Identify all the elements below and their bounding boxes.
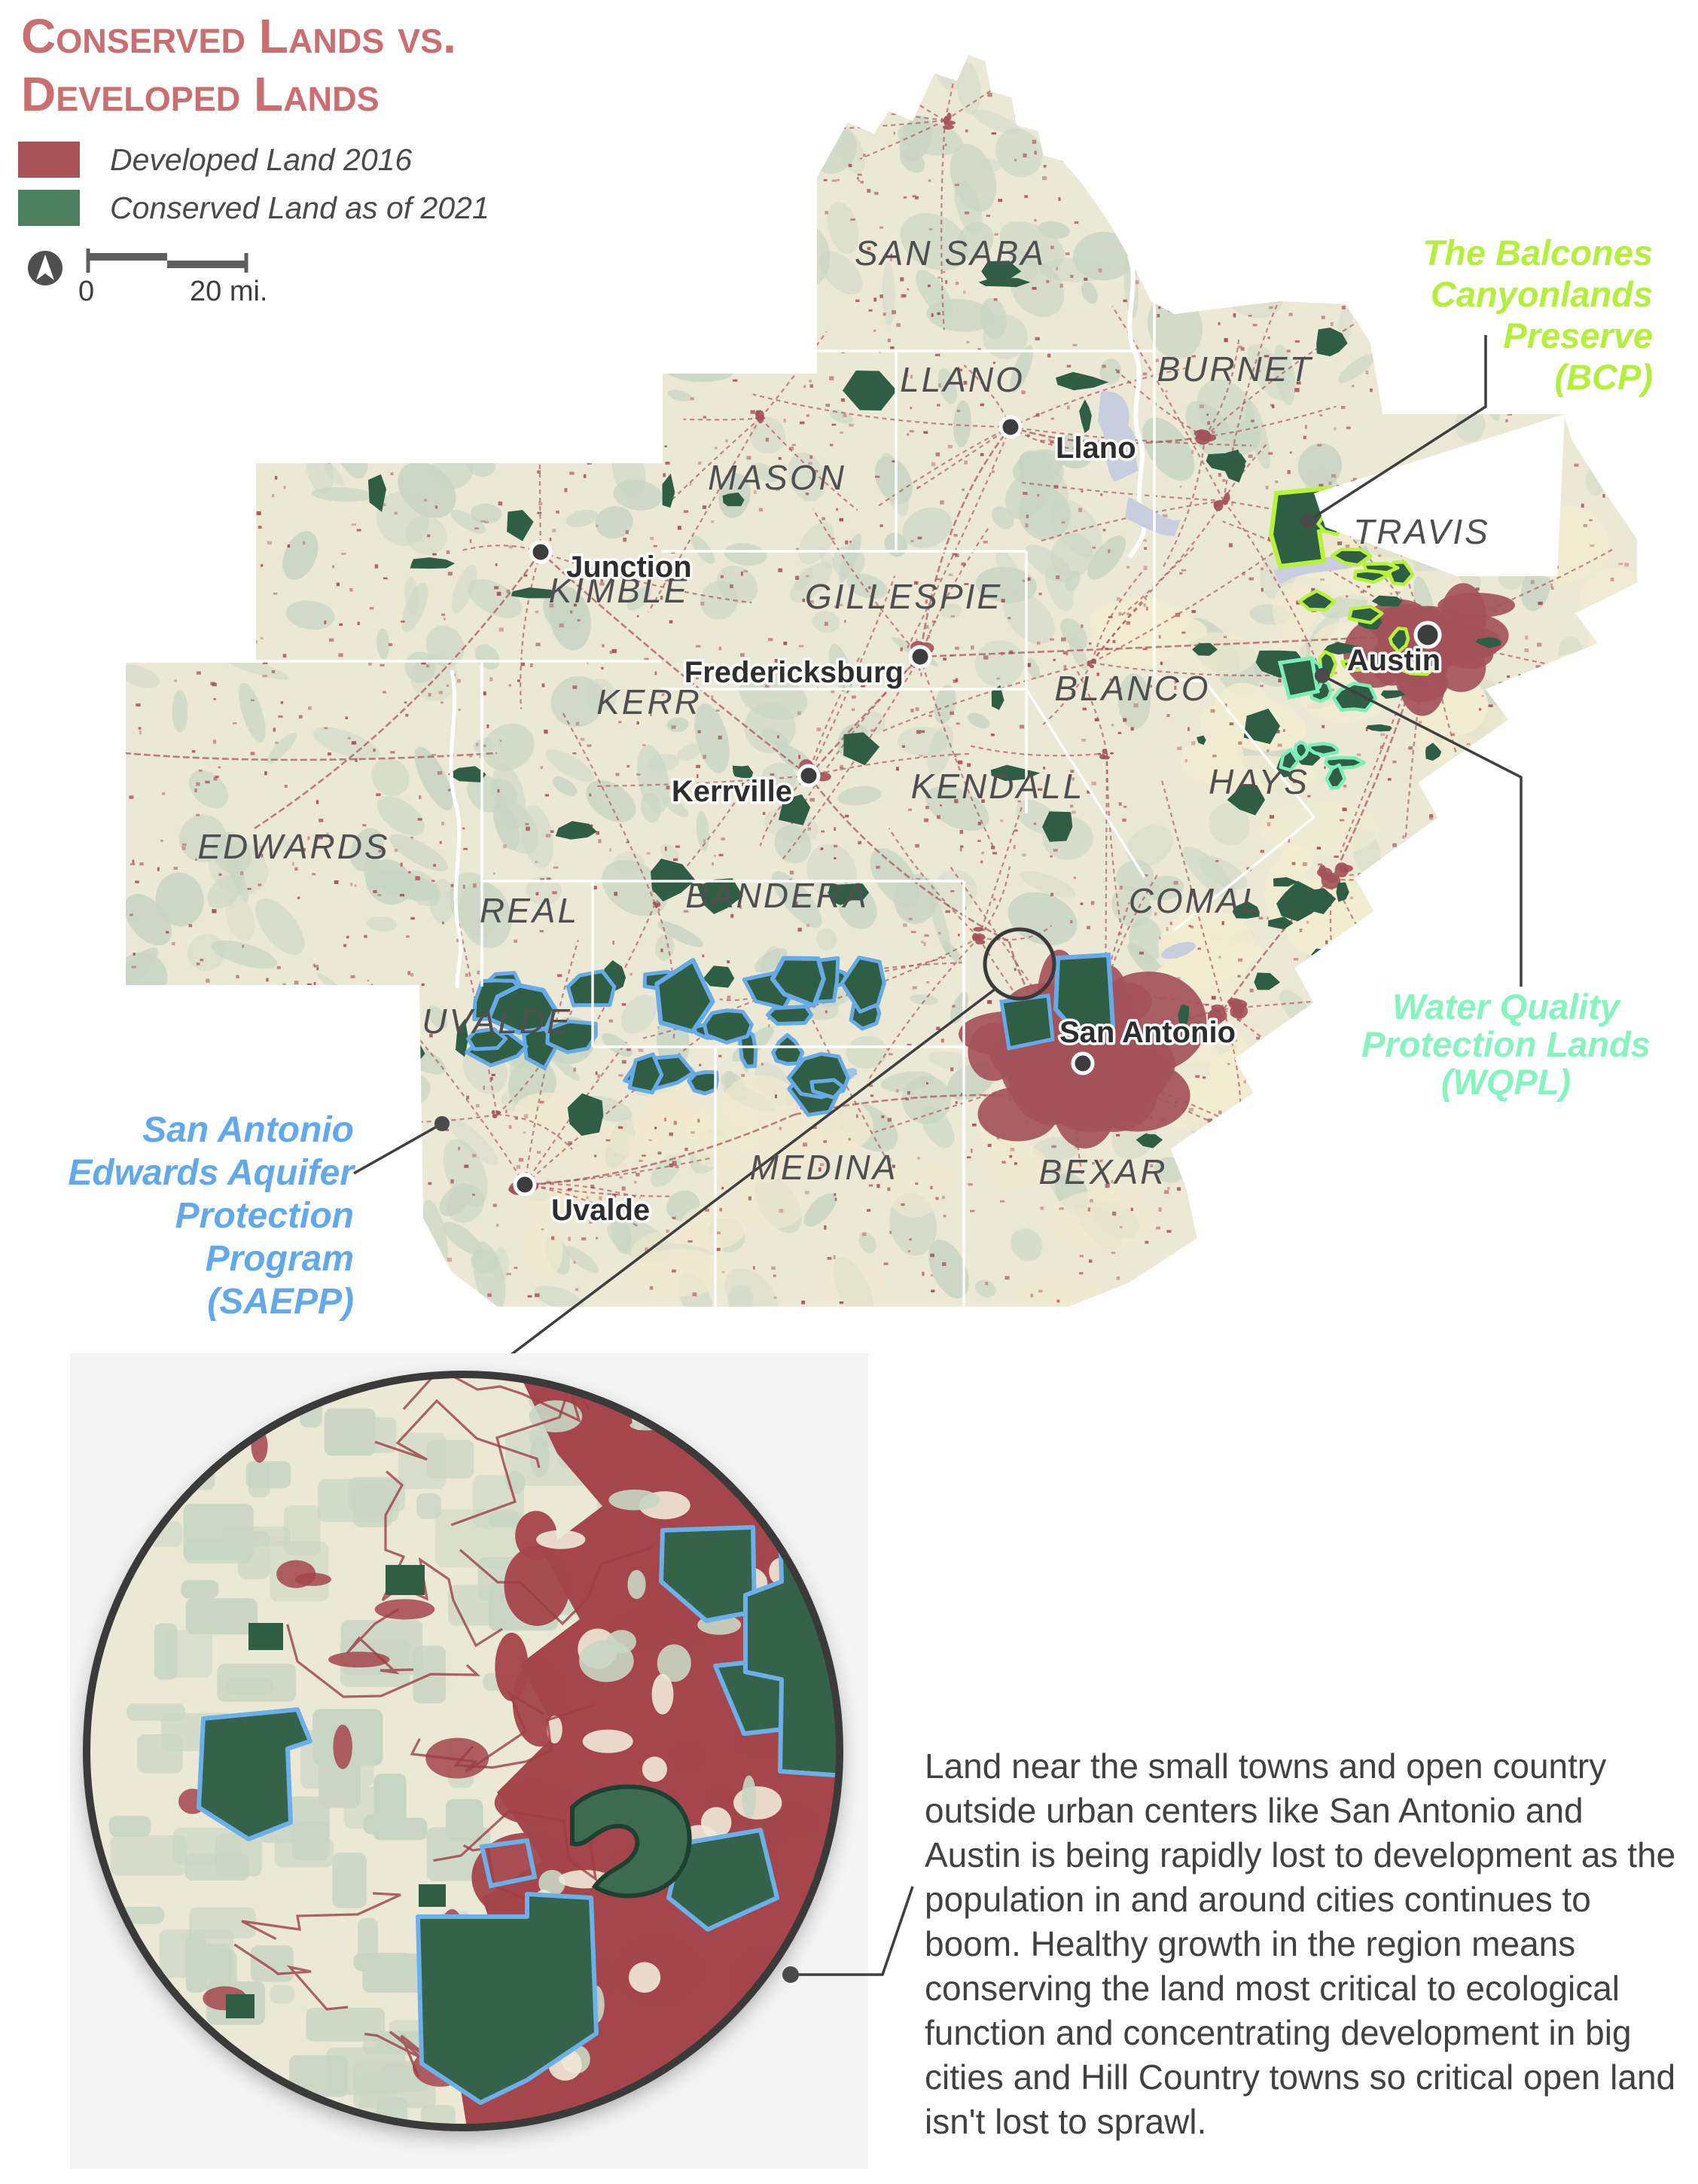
city-label-llano: Llano xyxy=(1056,432,1136,465)
scale-bar xyxy=(86,249,248,273)
zoom-indicator-circle xyxy=(983,927,1056,1001)
scale-bar-start-label: 0 xyxy=(78,276,95,307)
county-label-kimble: KIMBLE xyxy=(549,571,690,610)
county-label-real: REAL xyxy=(480,891,579,930)
county-label-bexar: BEXAR xyxy=(1039,1152,1168,1191)
scale-bar-end-label: 20 mi. xyxy=(190,276,268,307)
conserved-land-swatch xyxy=(18,190,80,226)
callout-water-quality-protection-lands: Water Quality Protection Lands (WQPL) xyxy=(1352,988,1660,1101)
county-label-bandera: BANDERA xyxy=(685,876,868,915)
wqpl-line2: Protection Lands xyxy=(1361,1024,1651,1064)
county-label-edwards: EDWARDS xyxy=(197,827,389,866)
county-label-burnet: BURNET xyxy=(1157,349,1312,389)
callout-san-antonio-edwards-aquifer: San Antonio Edwards Aquifer Protection P… xyxy=(53,1109,354,1323)
county-label-mason: MASON xyxy=(708,458,846,497)
city-dot-austin xyxy=(1413,621,1442,649)
saepp-line3: Protection Program xyxy=(175,1196,354,1279)
title-line2: Developed Lands xyxy=(21,67,380,121)
city-dot-uvalde xyxy=(513,1173,537,1197)
city-dot-fredericksburg xyxy=(908,645,932,669)
wqpl-line1: Water Quality xyxy=(1392,987,1620,1026)
leader-line-to-inset xyxy=(480,987,997,1378)
inset-circle-ring xyxy=(83,1371,843,2131)
city-dot-llano xyxy=(998,415,1023,439)
bcp-anchor-dot xyxy=(1300,514,1315,529)
annotation-anchor-dot xyxy=(782,1966,799,1983)
annotation-text: Land near the small towns and open count… xyxy=(925,1746,1676,2141)
bcp-line4: (BCP) xyxy=(1554,357,1653,397)
wqpl-anchor-dot xyxy=(1315,668,1330,683)
county-label-medina: MEDINA xyxy=(750,1148,898,1187)
developed-land-swatch xyxy=(18,142,80,178)
title-line1: Conserved Lands vs. xyxy=(21,9,456,63)
county-label-san-saba: SAN SABA xyxy=(855,233,1046,273)
bcp-leader-line xyxy=(1307,335,1487,523)
city-label-junction: Junction xyxy=(566,551,692,584)
county-label-llano: LLANO xyxy=(900,360,1025,399)
wqpl-line3: (WQPL) xyxy=(1440,1062,1571,1102)
city-dot-kerrville xyxy=(797,764,821,788)
city-label-austin: Austin xyxy=(1347,644,1440,677)
legend-item-conserved: Conserved Land as of 2021 xyxy=(18,190,489,226)
county-label-blanco: BLANCO xyxy=(1054,669,1210,708)
county-label-hays: HAYS xyxy=(1209,762,1309,801)
legend-label-developed: Developed Land 2016 xyxy=(110,142,413,177)
bcp-line2: Canyonlands xyxy=(1430,274,1653,314)
saepp-line4: (SAEPP) xyxy=(207,1282,354,1322)
county-label-comal: COMAL xyxy=(1129,881,1264,920)
callout-balcones-canyonlands-preserve: The Balcones Canyonlands Preserve (BCP) xyxy=(1352,232,1653,398)
bcp-line3: Preserve xyxy=(1503,316,1653,355)
page-title: Conserved Lands vs. Developed Lands xyxy=(21,8,456,124)
county-label-travis: TRAVIS xyxy=(1353,512,1490,551)
city-dot-junction xyxy=(529,540,553,564)
annotation-leader-line xyxy=(791,1886,914,1976)
city-label-kerrville: Kerrville xyxy=(672,775,792,808)
city-label-san-antonio: San Antonio xyxy=(1059,1016,1236,1049)
legend-item-developed: Developed Land 2016 xyxy=(18,142,412,178)
county-label-kendall: KENDALL xyxy=(911,767,1085,806)
region-outline xyxy=(123,50,1640,1310)
saepp-anchor-dot xyxy=(434,1116,450,1131)
saepp-line2: Edwards Aquifer xyxy=(68,1153,354,1193)
county-label-uvalde: UVALDE xyxy=(422,1002,572,1041)
county-label-gillespie: GILLESPIE xyxy=(805,577,1002,616)
wqpl-leader-line xyxy=(1322,674,1523,987)
saepp-line1: San Antonio xyxy=(142,1110,354,1150)
county-label-kerr: KERR xyxy=(596,682,702,721)
city-dot-san-antonio xyxy=(1071,1051,1095,1075)
legend-label-conserved: Conserved Land as of 2021 xyxy=(110,190,489,225)
bcp-line1: The Balcones xyxy=(1422,233,1653,273)
saepp-leader-line xyxy=(353,1122,443,1175)
city-label-uvalde: Uvalde xyxy=(551,1194,650,1227)
city-label-fredericksburg: Fredericksburg xyxy=(684,656,904,689)
